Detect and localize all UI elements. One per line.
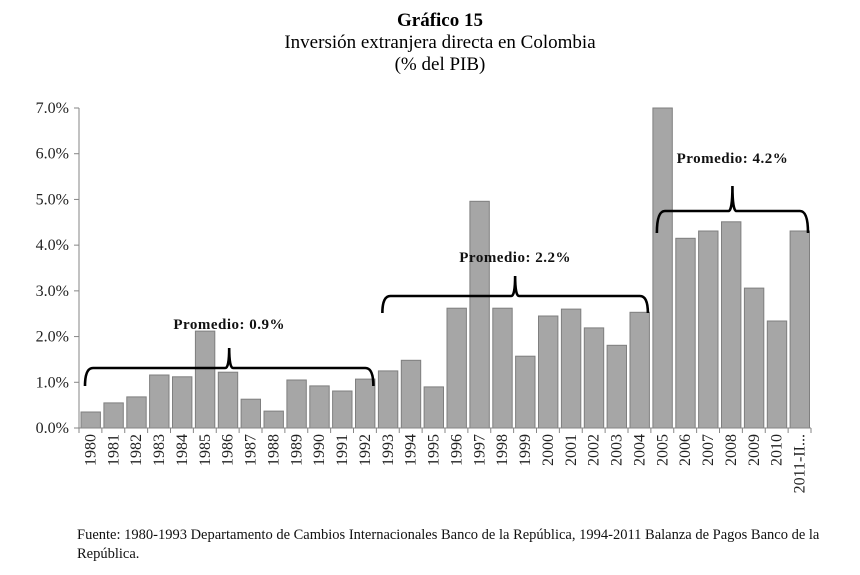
y-tick-label: 1.0% <box>36 374 69 391</box>
x-tick-label: 1997 <box>471 434 488 466</box>
bar-2011-II <box>789 230 810 429</box>
bar-1994 <box>400 359 422 429</box>
chart-subtitle: Inversión extranjera directa en Colombia <box>284 32 596 53</box>
x-axis: 1980 1981 1982 1983 1984 1985 1986 1987 1988 1989… <box>78 427 812 493</box>
bar-1993 <box>377 370 399 429</box>
x-tick-label: 1994 <box>403 434 420 466</box>
x-tick-label: 2008 <box>723 434 740 466</box>
bar-2005 <box>652 107 673 429</box>
x-tick-label: 2006 <box>677 434 694 466</box>
bar-2001 <box>560 308 582 429</box>
x-tick-label: 1989 <box>288 434 305 466</box>
chart-unit-label: (% del PIB) <box>394 54 486 75</box>
x-tick-label: 1986 <box>220 434 237 466</box>
bar-2000 <box>538 315 559 429</box>
x-tick-label: 1980 <box>82 434 99 466</box>
bar-1986 <box>217 371 239 429</box>
x-tick-label: 1998 <box>494 434 511 466</box>
average-brace <box>381 275 650 314</box>
x-tick-label: 2010 <box>769 434 786 466</box>
bar-chart: 0.0%1.0%2.0%3.0%4.0%5.0%6.0%7.0% 1980 198… <box>36 100 812 493</box>
x-tick-label: 1981 <box>105 434 122 466</box>
bar-1997 <box>469 200 490 429</box>
y-tick-label: 0.0% <box>36 420 69 437</box>
x-tick-label: 1988 <box>265 434 282 466</box>
y-tick-label: 6.0% <box>36 146 69 163</box>
x-tick-label: 2002 <box>586 434 603 466</box>
x-tick-label: 2005 <box>654 434 671 466</box>
x-tick-label: 2007 <box>700 434 717 466</box>
x-tick-label: 1982 <box>128 434 145 466</box>
x-tick-label: 1985 <box>197 434 214 466</box>
bar-2003 <box>606 344 627 429</box>
bar-1984 <box>172 376 193 429</box>
bar-1981 <box>103 402 124 429</box>
bar-1980 <box>80 411 101 429</box>
y-tick-label: 2.0% <box>36 329 69 346</box>
bar-1995 <box>423 386 445 429</box>
x-tick-label: 1999 <box>517 434 534 466</box>
y-tick-label: 4.0% <box>36 237 69 254</box>
bar-1992 <box>355 378 376 429</box>
chart-title-block: Gráfico 15 Inversión extranjera directa … <box>0 10 860 76</box>
x-tick-label: 1983 <box>151 434 168 466</box>
bar-1998 <box>492 307 513 429</box>
y-tick-label: 5.0% <box>36 191 69 208</box>
x-tick-label: 2004 <box>631 434 648 466</box>
y-tick-label: 7.0% <box>36 100 69 117</box>
chart-title: Gráfico 15 <box>396 10 483 31</box>
bar-2010 <box>766 320 788 429</box>
x-tick-label: 1995 <box>426 434 443 466</box>
bar-1990 <box>309 385 330 429</box>
x-tick-label: 2001 <box>563 434 580 466</box>
bar-1991 <box>332 390 353 429</box>
x-tick-label: 1996 <box>448 434 465 466</box>
x-tick-label: 2011-II... <box>792 434 809 493</box>
bar-1987 <box>240 398 262 429</box>
average-brace <box>655 185 810 234</box>
x-tick-label: 1987 <box>243 434 260 466</box>
y-tick-label: 3.0% <box>36 283 69 300</box>
bar-1999 <box>515 355 536 429</box>
x-tick-label: 2009 <box>746 434 763 466</box>
bar-1982 <box>126 396 147 429</box>
x-tick-label: 1984 <box>174 434 191 466</box>
average-brace <box>83 347 375 387</box>
x-tick-label: 2000 <box>540 434 557 466</box>
average-annotations: Promedio: 0.9% Promedio: 2.2% Promedio: 4.… <box>83 151 810 387</box>
y-axis: 0.0% 1.0% 2.0% 3.0% 4.0% 5.0% 6.0% 7.0% <box>36 100 80 437</box>
x-tick-label: 1993 <box>380 434 397 466</box>
bar-1985 <box>194 330 216 429</box>
bar-2002 <box>583 327 605 429</box>
bar-2004 <box>629 311 650 429</box>
source-note: Fuente: 1980-1993 Departamento de Cambio… <box>77 527 820 562</box>
x-tick-label: 1991 <box>334 434 351 466</box>
average-label: Promedio: 4.2% <box>677 151 789 167</box>
bar-1996 <box>446 307 467 429</box>
x-tick-label: 2003 <box>609 434 626 466</box>
bar-1988 <box>263 410 284 429</box>
x-tick-label: 1992 <box>357 434 374 466</box>
bar-2009 <box>743 287 765 429</box>
bar-1983 <box>149 374 170 429</box>
bar-1989 <box>286 379 307 429</box>
average-label: Promedio: 0.9% <box>173 317 285 333</box>
bar-2007 <box>698 230 719 429</box>
bar-2006 <box>675 237 696 429</box>
average-label: Promedio: 2.2% <box>459 250 571 266</box>
x-tick-label: 1990 <box>311 434 328 466</box>
bar-2008 <box>721 221 742 429</box>
